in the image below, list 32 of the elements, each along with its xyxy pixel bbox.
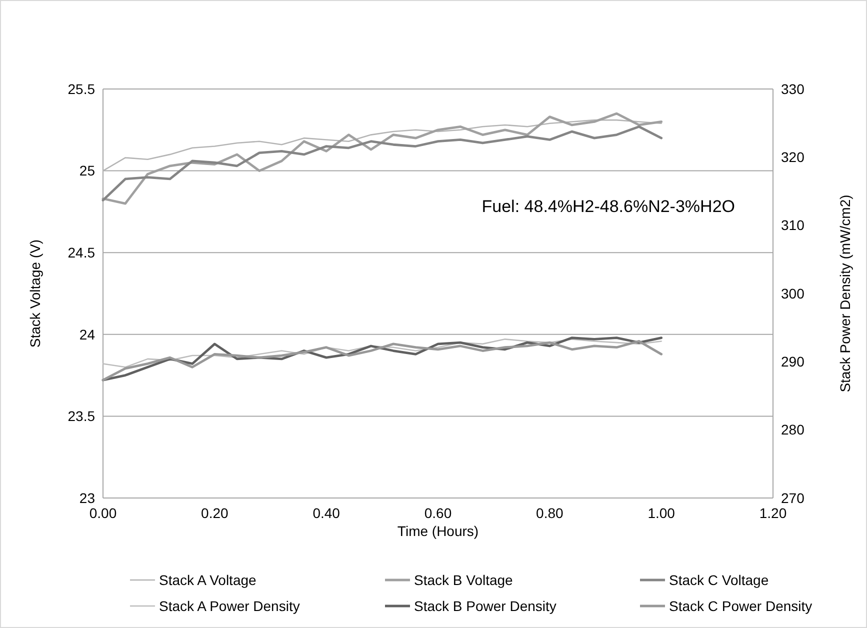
y-tick-label: 23.5 xyxy=(68,408,96,424)
y-tick-label: 23 xyxy=(79,490,96,506)
y-tick-label: 25.5 xyxy=(68,80,96,97)
x-tick-label: 0.60 xyxy=(424,505,452,521)
y-tick-label: 25 xyxy=(79,162,96,179)
line-series xyxy=(102,125,663,202)
line-series xyxy=(102,119,662,172)
legend-label: Stack A Power Density xyxy=(159,598,300,614)
y-axis-title: Stack Voltage (V) xyxy=(27,239,43,348)
x-tick-label: 0.00 xyxy=(89,505,117,521)
y-tick-label: 24.5 xyxy=(68,244,96,260)
y2-tick-label: 330 xyxy=(781,80,805,97)
x-tick-label: 0.40 xyxy=(312,505,340,521)
y2-tick-label: 270 xyxy=(781,490,805,506)
y2-tick-label: 290 xyxy=(781,354,805,370)
x-axis-title: Time (Hours) xyxy=(397,523,479,539)
legend-label: Stack B Power Density xyxy=(414,598,556,614)
x-tick-label: 1.20 xyxy=(759,505,787,521)
y2-tick-label: 320 xyxy=(781,149,805,166)
y2-tick-label: 310 xyxy=(781,217,805,234)
y2-axis-title: Stack Power Density (mW/cm2) xyxy=(837,194,853,392)
annotation: Fuel: 48.4%H2-48.6%N2-3%H2O xyxy=(482,197,735,216)
y2-tick-label: 280 xyxy=(781,422,805,438)
legend-label: Stack B Voltage xyxy=(414,572,514,588)
y-tick-label: 24 xyxy=(79,326,96,342)
x-tick-label: 1.00 xyxy=(648,505,676,521)
legend-label: Stack C Voltage xyxy=(669,572,769,588)
x-tick-label: 0.20 xyxy=(201,505,229,521)
legend-label: Stack A Voltage xyxy=(159,572,257,588)
legend-label: Stack C Power Density xyxy=(669,598,812,614)
y2-tick-label: 300 xyxy=(781,285,805,302)
x-tick-label: 0.80 xyxy=(536,505,564,521)
